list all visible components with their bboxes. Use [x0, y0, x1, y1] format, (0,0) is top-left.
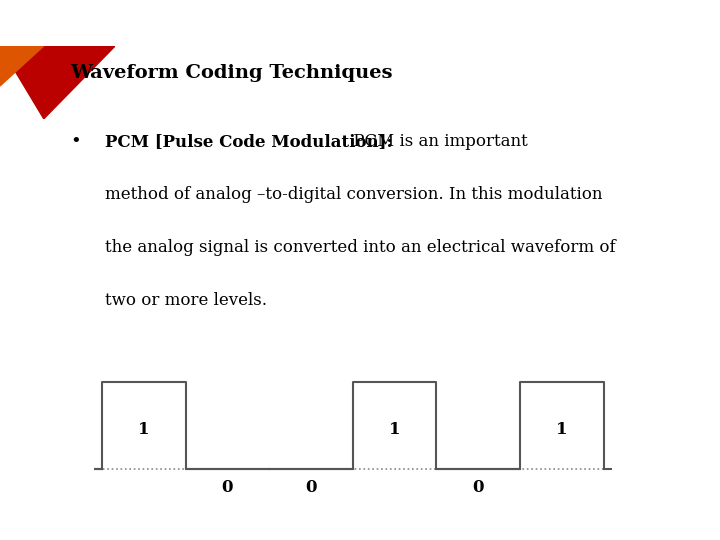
Text: Engineered for Tomorrow: Engineered for Tomorrow: [560, 19, 709, 32]
Text: •: •: [70, 133, 81, 151]
Text: 1: 1: [389, 421, 400, 438]
Polygon shape: [0, 46, 115, 119]
Text: 1: 1: [556, 421, 567, 438]
Text: PCM [Pulse Code Modulation]:: PCM [Pulse Code Modulation]:: [106, 133, 393, 150]
Text: method of analog –to-digital conversion. In this modulation: method of analog –to-digital conversion.…: [106, 186, 603, 203]
Text: 0: 0: [472, 479, 484, 496]
Text: 0: 0: [222, 479, 233, 496]
Text: PCM is an important: PCM is an important: [348, 133, 528, 150]
Text: two or more levels.: two or more levels.: [106, 292, 268, 309]
Polygon shape: [0, 46, 44, 86]
Text: 1: 1: [138, 421, 150, 438]
Text: Waveform Coding Techniques: Waveform Coding Techniques: [70, 64, 392, 82]
Text: the analog signal is converted into an electrical waveform of: the analog signal is converted into an e…: [106, 239, 616, 256]
Text: 0: 0: [305, 479, 317, 496]
